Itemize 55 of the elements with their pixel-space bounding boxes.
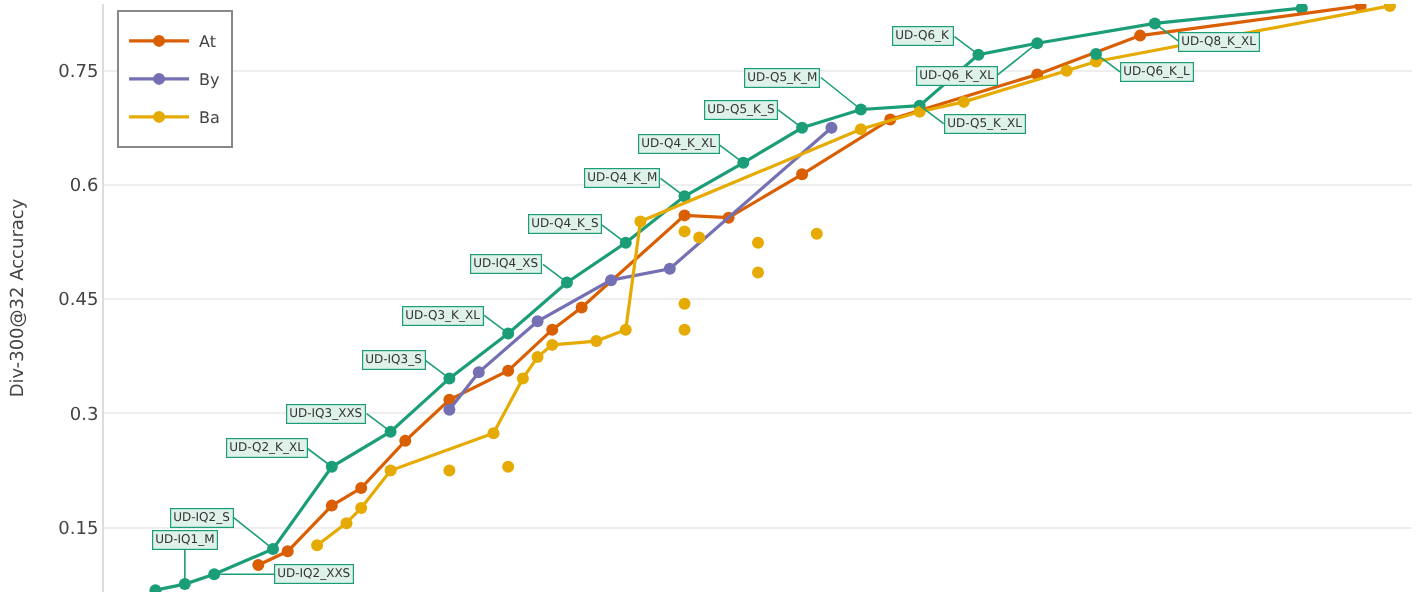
point (267, 543, 280, 556)
point (810, 227, 823, 240)
point (678, 323, 691, 336)
point (678, 297, 691, 310)
point (1090, 47, 1103, 60)
point (384, 464, 397, 477)
legend-label: At (199, 33, 217, 52)
legend-label: By (199, 71, 221, 90)
point (487, 427, 500, 440)
point (605, 274, 618, 287)
point (546, 338, 559, 351)
point (178, 578, 191, 591)
point (663, 262, 676, 275)
y-tick-label: 0.75 (58, 62, 99, 83)
point (1031, 37, 1044, 50)
point (854, 123, 867, 136)
y-axis-title: Div-300@32 Accuracy (9, 197, 30, 398)
point (678, 225, 691, 238)
point (502, 460, 515, 473)
point (693, 231, 706, 244)
point (957, 95, 970, 108)
point (752, 236, 764, 249)
y-tick-label: 0.3 (69, 405, 99, 426)
point (634, 215, 647, 228)
point (443, 464, 456, 477)
point (340, 517, 353, 530)
point (678, 209, 691, 222)
point (1134, 29, 1147, 42)
point (796, 121, 809, 134)
point (443, 403, 456, 416)
point (825, 121, 838, 134)
point (325, 460, 338, 473)
point (281, 545, 294, 558)
point (752, 266, 764, 279)
y-tick-label: 0.6 (69, 177, 99, 198)
point (355, 501, 368, 514)
point (516, 372, 529, 385)
point (619, 323, 632, 336)
point (531, 351, 544, 364)
point (1060, 64, 1073, 77)
point (472, 366, 485, 379)
point (575, 301, 588, 314)
point (531, 315, 544, 328)
y-tick-label: 0.45 (58, 291, 99, 312)
point (311, 539, 324, 552)
point (546, 323, 559, 336)
point (252, 559, 265, 572)
point (590, 335, 603, 348)
y-tick-label: 0.15 (58, 520, 99, 540)
point (355, 482, 368, 495)
point (325, 499, 338, 512)
point (796, 168, 809, 181)
legend-label: Ba (199, 109, 221, 128)
point (399, 434, 412, 447)
point (502, 364, 515, 377)
